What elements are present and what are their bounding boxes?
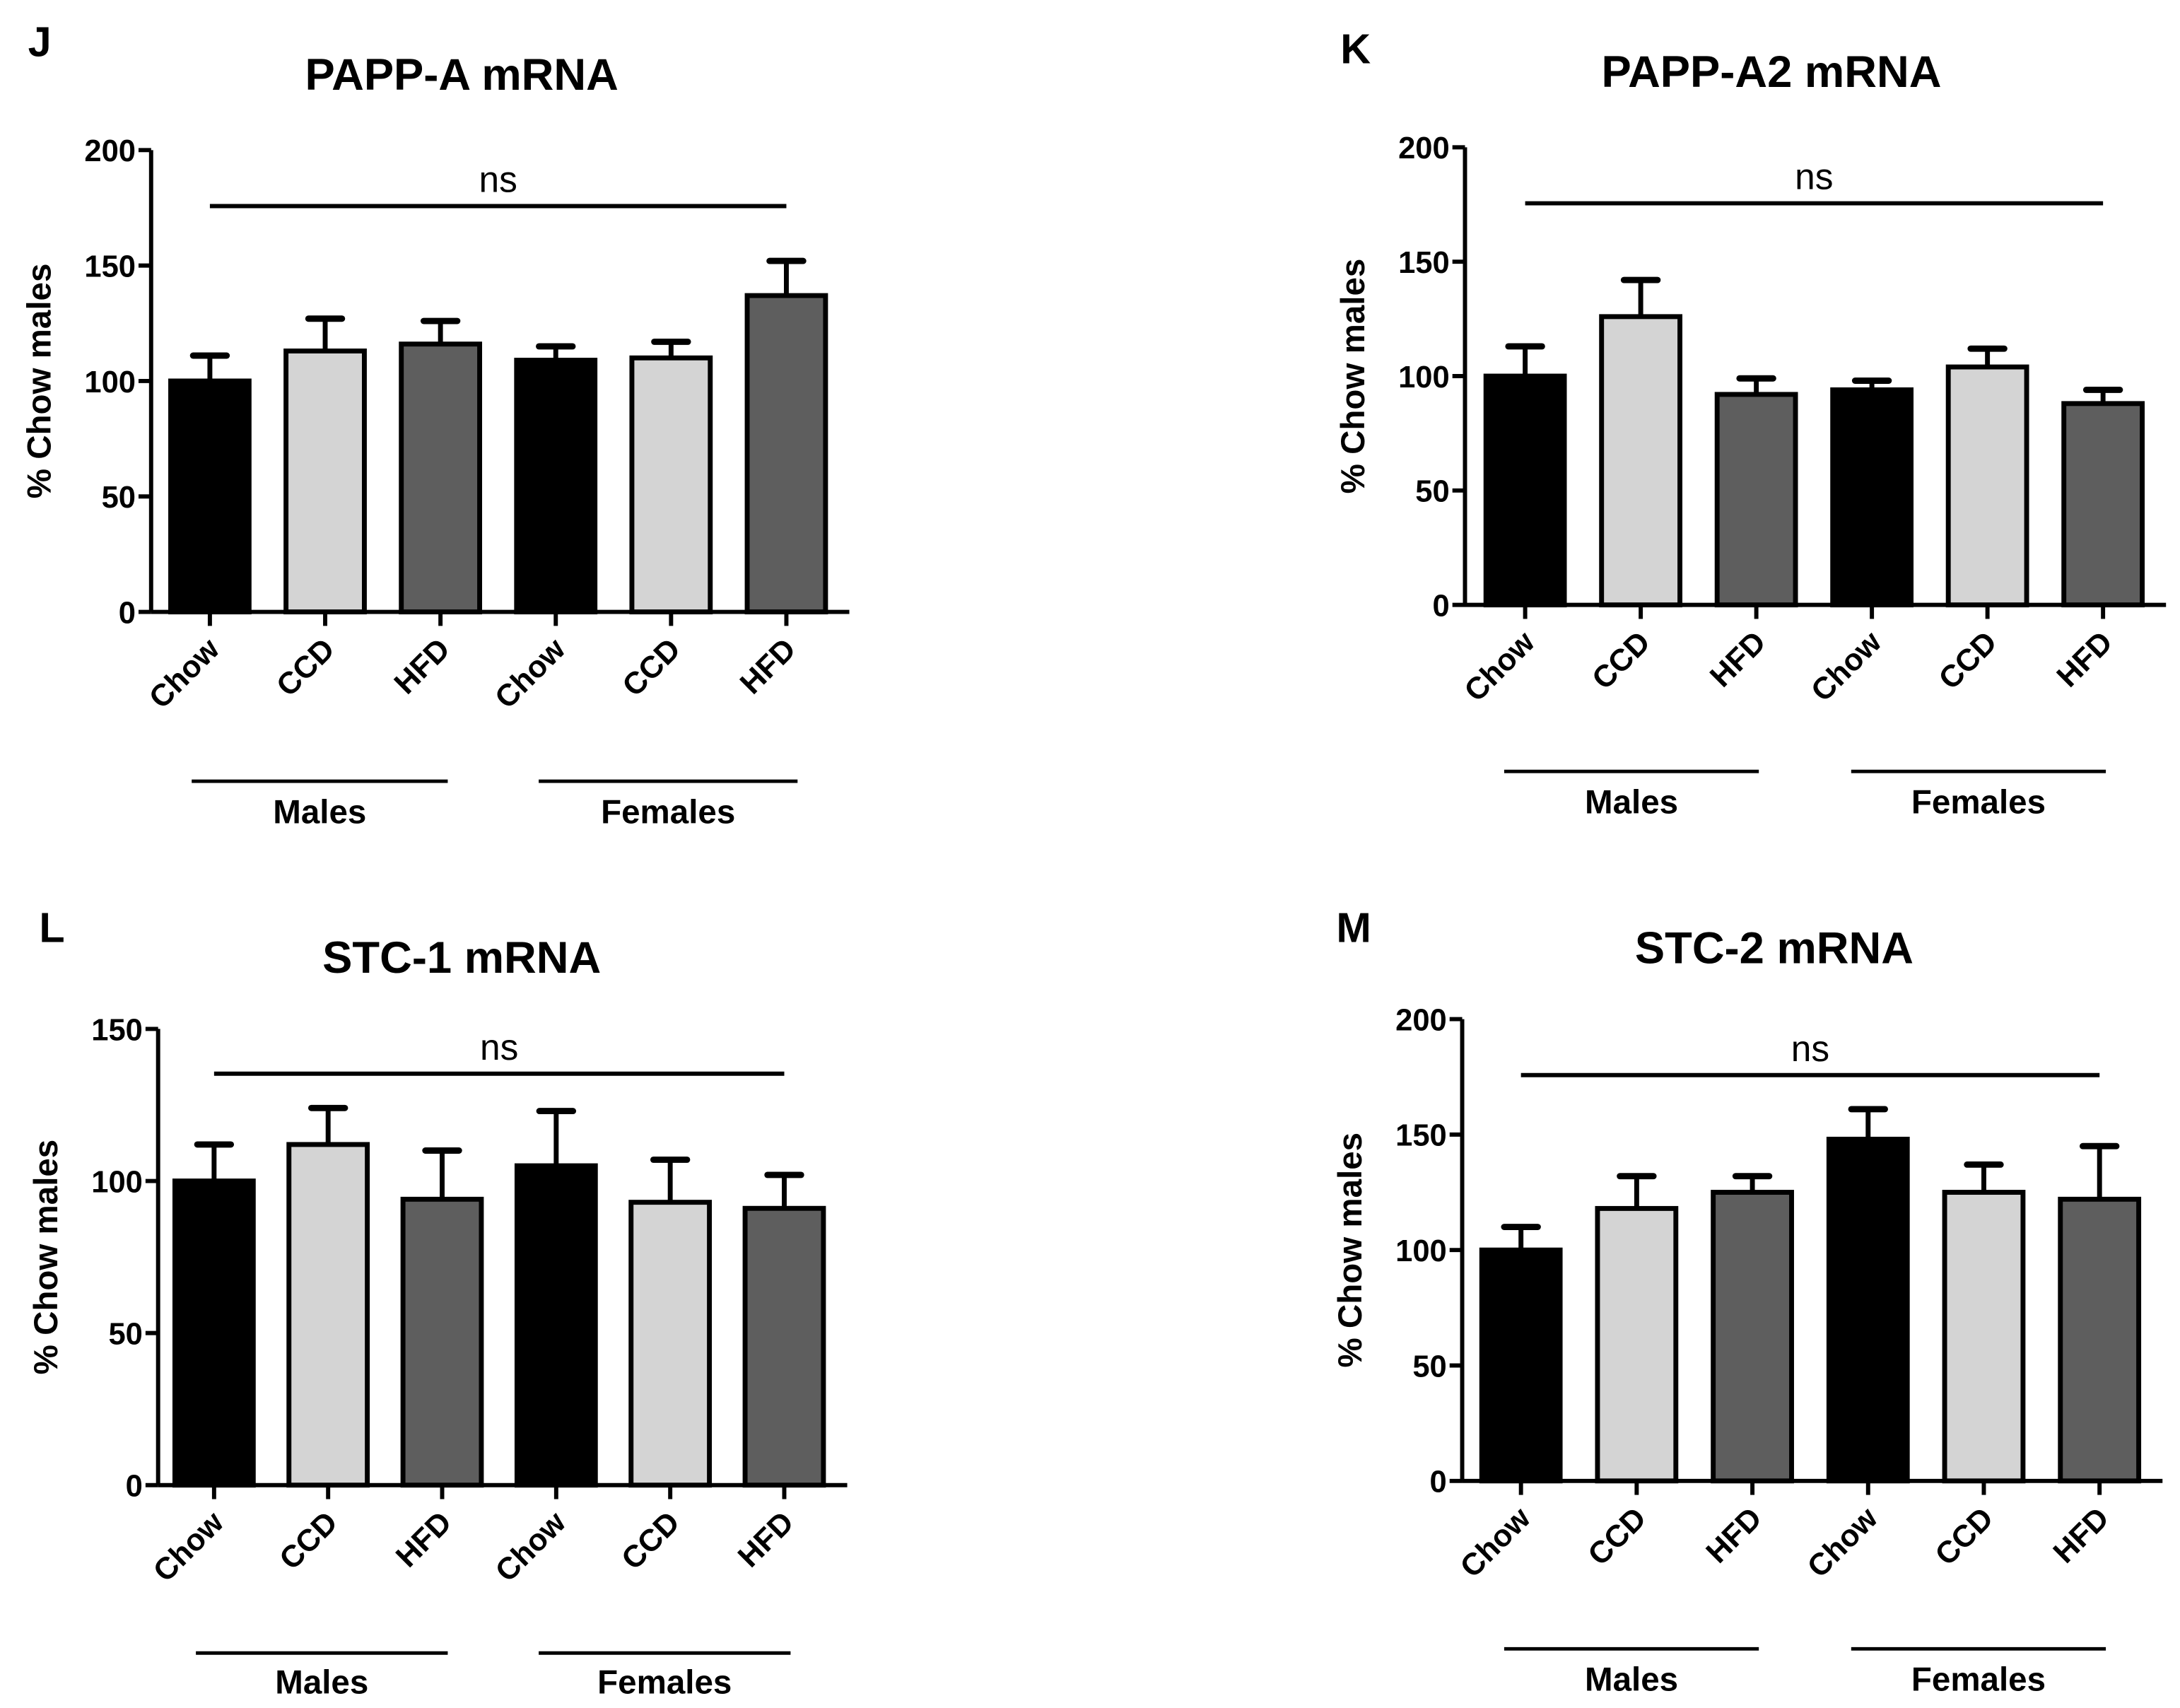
bar-chow <box>514 1163 598 1488</box>
significance-label: ns <box>1791 1028 1829 1069</box>
y-tick-label: 0 <box>1430 1466 1447 1499</box>
bar-chow <box>1826 1136 1910 1484</box>
x-tick-label: CCD <box>1586 625 1657 696</box>
bar-ccd <box>283 349 367 615</box>
y-axis-label: % Chow males <box>20 264 58 499</box>
y-tick-label: 0 <box>119 596 136 630</box>
bar-hfd <box>2061 401 2145 608</box>
group-label-males: Males <box>1585 1661 1678 1699</box>
bar-hfd <box>1714 392 1798 608</box>
x-tick-label: HFD <box>734 632 802 701</box>
panel-letter: K <box>1340 25 1371 73</box>
x-tick-label: HFD <box>1704 625 1772 694</box>
x-tick-label: Chow <box>488 632 572 715</box>
bar-chow <box>1479 1247 1563 1484</box>
y-tick-label: 100 <box>91 1165 143 1199</box>
y-tick-label: 100 <box>1398 361 1450 394</box>
x-tick-label: HFD <box>732 1505 800 1574</box>
group-label-males: Males <box>1585 784 1678 821</box>
chart-panel-l: L STC-1 mRNA % Chow males 0 50 100 150 Chow CCD H… <box>28 904 848 1702</box>
chart-title: PAPP-A mRNA <box>305 50 619 100</box>
x-tick-label: Chow <box>1805 625 1888 708</box>
bar-hfd <box>399 341 483 615</box>
x-tick-label: Chow <box>143 632 226 715</box>
bar-chow <box>514 358 598 615</box>
group-label-females: Females <box>597 1664 732 1702</box>
x-tick-label: HFD <box>2047 1501 2116 1569</box>
chart-title: STC-1 mRNA <box>322 933 601 983</box>
chart-title: PAPP-A2 mRNA <box>1602 47 1942 97</box>
bar-hfd <box>744 293 828 615</box>
group-label-females: Females <box>1911 784 2046 821</box>
x-tick-label: Chow <box>1458 625 1542 708</box>
bar-chow <box>168 378 252 615</box>
y-tick-label: 200 <box>84 134 136 168</box>
bar-ccd <box>628 1200 713 1488</box>
x-tick-label: Chow <box>147 1505 230 1589</box>
y-axis-label: % Chow males <box>28 1140 65 1375</box>
y-tick-label: 0 <box>1433 589 1450 623</box>
panel-letter: L <box>39 904 64 952</box>
y-tick-label: 150 <box>1398 246 1450 280</box>
x-tick-label: HFD <box>2051 625 2119 694</box>
bar-ccd <box>1595 1205 1679 1484</box>
bar-chow <box>172 1178 256 1488</box>
y-tick-label: 50 <box>102 481 136 515</box>
y-tick-label: 50 <box>1415 475 1449 509</box>
chart-title: STC-2 mRNA <box>1635 923 1914 973</box>
group-label-females: Females <box>1911 1661 2046 1699</box>
bar-hfd <box>2058 1196 2142 1484</box>
significance-label: ns <box>479 159 517 200</box>
x-tick-label: CCD <box>273 1505 344 1577</box>
y-axis-label: % Chow males <box>1332 1133 1369 1368</box>
y-tick-label: 50 <box>108 1317 142 1351</box>
significance-label: ns <box>480 1026 518 1068</box>
group-label-females: Females <box>601 793 735 831</box>
bar-ccd <box>286 1142 370 1488</box>
bar-hfd <box>742 1205 826 1488</box>
y-tick-label: 200 <box>1395 1003 1447 1037</box>
x-tick-label: Chow <box>489 1505 573 1589</box>
bar-ccd <box>1945 364 2029 608</box>
bar-chow <box>1830 387 1914 608</box>
panel-letter: J <box>28 18 52 66</box>
chart-panel-k: K PAPP-A2 mRNA % Chow males 0 50 100 150 200 Cho… <box>1335 25 2167 821</box>
x-tick-label: CCD <box>1582 1501 1653 1572</box>
x-tick-label: CCD <box>616 632 688 703</box>
group-label-males: Males <box>275 1664 368 1702</box>
y-tick-label: 200 <box>1398 131 1450 165</box>
x-tick-label: HFD <box>1700 1501 1769 1569</box>
x-tick-label: CCD <box>615 1505 686 1577</box>
chart-panel-j: J PAPP-A mRNA % Chow males 0 50 100 150 200 Chow… <box>20 18 850 831</box>
bar-ccd <box>629 355 713 615</box>
y-tick-label: 150 <box>91 1013 143 1047</box>
bar-ccd <box>1942 1190 2026 1484</box>
bar-hfd <box>400 1196 484 1488</box>
x-tick-label: HFD <box>388 632 457 701</box>
y-axis-label: % Chow males <box>1335 259 1372 494</box>
group-label-males: Males <box>273 793 366 831</box>
x-tick-label: CCD <box>270 632 341 703</box>
x-tick-label: Chow <box>1454 1501 1537 1584</box>
y-tick-label: 100 <box>84 365 136 399</box>
bar-ccd <box>1599 314 1683 608</box>
y-tick-label: 50 <box>1412 1350 1446 1384</box>
y-tick-label: 0 <box>126 1470 143 1504</box>
significance-label: ns <box>1795 156 1833 197</box>
bar-chow <box>1483 373 1567 608</box>
y-tick-label: 150 <box>84 250 136 283</box>
x-tick-label: CCD <box>1929 1501 2000 1572</box>
y-tick-label: 150 <box>1395 1119 1447 1153</box>
y-tick-label: 100 <box>1395 1234 1447 1268</box>
chart-panel-m: M STC-2 mRNA % Chow males 0 50 100 150 200 Chow C… <box>1332 904 2163 1699</box>
x-tick-label: HFD <box>389 1505 458 1574</box>
panel-letter: M <box>1336 904 1371 952</box>
x-tick-label: CCD <box>1933 625 2004 696</box>
x-tick-label: Chow <box>1801 1501 1885 1584</box>
bar-hfd <box>1711 1190 1794 1484</box>
